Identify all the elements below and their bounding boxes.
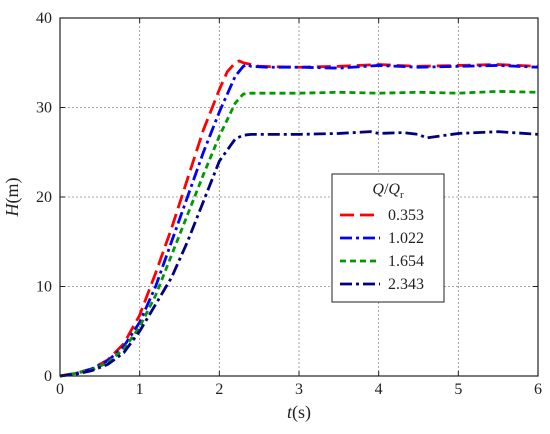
y-axis-label: H(m) xyxy=(2,178,23,218)
y-tick-label: 30 xyxy=(36,100,52,117)
legend-label-1.022: 1.022 xyxy=(388,230,424,247)
x-tick-label: 3 xyxy=(295,381,303,398)
legend-label-1.654: 1.654 xyxy=(388,253,424,270)
series-line-0.353 xyxy=(59,59,539,378)
x-axis-label-unit: (s) xyxy=(292,402,311,423)
x-axis-label: t(s) xyxy=(287,402,311,423)
y-tick-label: 0 xyxy=(44,368,52,385)
legend-title-var: Q xyxy=(372,181,384,198)
y-tick-label: 20 xyxy=(36,189,52,206)
legend-title: Q/Qr xyxy=(372,181,404,201)
y-tick-label: 10 xyxy=(36,279,52,296)
series-group xyxy=(59,59,539,378)
series-line-1.022 xyxy=(59,63,539,378)
legend: Q/Qr 0.353 1.022 1.654 2.343 xyxy=(331,173,445,303)
x-tick-label: 5 xyxy=(454,381,462,398)
legend-label-2.343: 2.343 xyxy=(388,276,424,293)
x-tick-label: 4 xyxy=(375,381,383,398)
series-line-1.654 xyxy=(59,89,539,378)
x-tick-label: 1 xyxy=(136,381,144,398)
y-tick-label: 40 xyxy=(36,10,52,27)
y-axis-label-var: H xyxy=(2,203,22,218)
series-line-2.343 xyxy=(59,130,539,378)
x-tick-label: 2 xyxy=(215,381,223,398)
legend-title-sub-var: Q xyxy=(388,181,400,198)
y-axis-label-unit: (m) xyxy=(2,178,23,204)
legend-label-0.353: 0.353 xyxy=(388,207,424,224)
axis-ticks: 0 1 2 3 4 5 6 0 10 20 30 40 xyxy=(36,10,542,398)
x-tick-label: 0 xyxy=(56,381,64,398)
x-tick-label: 6 xyxy=(534,381,542,398)
x-axis-label-var: t xyxy=(287,402,293,422)
legend-title-slash: / xyxy=(384,181,389,198)
legend-items: 0.353 1.022 1.654 2.343 xyxy=(340,207,424,293)
legend-title-subscript: r xyxy=(400,189,404,201)
